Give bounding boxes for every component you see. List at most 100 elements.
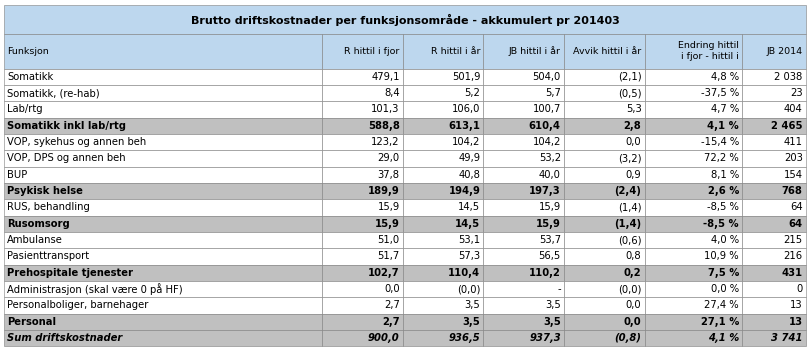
Text: 13: 13 [789,317,803,327]
Bar [645,248,742,264]
Text: 100,7: 100,7 [532,104,561,114]
Bar [403,34,484,69]
Bar [645,69,742,85]
Bar [4,330,322,346]
Bar [4,297,322,314]
Bar [4,34,322,69]
Bar [564,167,645,183]
Text: 154: 154 [784,170,803,180]
Text: Somatikk inkl lab/rtg: Somatikk inkl lab/rtg [7,121,126,131]
Bar [403,134,484,150]
Text: 215: 215 [783,235,803,245]
Bar [403,281,484,297]
Text: 0,9: 0,9 [626,170,642,180]
Bar [484,264,564,281]
Bar [564,150,645,167]
Text: Psykisk helse: Psykisk helse [7,186,83,196]
Bar [4,101,322,118]
Text: RUS, behandling: RUS, behandling [7,203,90,212]
Bar [484,330,564,346]
Text: 14,5: 14,5 [458,203,480,212]
Text: 15,9: 15,9 [539,203,561,212]
Bar [4,167,322,183]
Bar [645,101,742,118]
Bar [403,85,484,101]
Text: -8,5 %: -8,5 % [707,203,739,212]
Text: 106,0: 106,0 [452,104,480,114]
Bar [645,134,742,150]
Bar [484,118,564,134]
Text: 64: 64 [789,219,803,229]
Text: 189,9: 189,9 [368,186,399,196]
Bar [484,248,564,264]
Bar [564,134,645,150]
Bar [403,167,484,183]
Bar [564,264,645,281]
Bar [484,281,564,297]
Text: 5,7: 5,7 [545,88,561,98]
Text: 768: 768 [782,186,803,196]
Bar [742,264,806,281]
Bar [322,69,403,85]
Bar [322,134,403,150]
Bar [403,118,484,134]
Bar [564,248,645,264]
Text: 53,1: 53,1 [458,235,480,245]
Text: 0,8: 0,8 [626,251,642,261]
Text: 0,0: 0,0 [384,284,399,294]
Bar [322,215,403,232]
Bar [742,101,806,118]
Bar [4,85,322,101]
Text: 2,8: 2,8 [624,121,642,131]
Text: Somatikk: Somatikk [7,72,53,82]
Text: 37,8: 37,8 [377,170,399,180]
Bar [403,101,484,118]
Text: 40,0: 40,0 [539,170,561,180]
Bar [645,34,742,69]
Text: (0,5): (0,5) [618,88,642,98]
Bar [564,69,645,85]
Text: (0,0): (0,0) [457,284,480,294]
Bar [645,281,742,297]
Bar [564,183,645,199]
Text: 197,3: 197,3 [529,186,561,196]
Bar [4,118,322,134]
Text: 102,7: 102,7 [368,268,399,278]
Text: 53,7: 53,7 [539,235,561,245]
Bar [645,183,742,199]
Bar [742,118,806,134]
Text: -8,5 %: -8,5 % [703,219,739,229]
Text: (0,0): (0,0) [618,284,642,294]
Bar [4,264,322,281]
Text: 110,2: 110,2 [529,268,561,278]
Text: -37,5 %: -37,5 % [701,88,739,98]
Bar [645,118,742,134]
Bar [484,150,564,167]
Text: (0,8): (0,8) [615,333,642,343]
Text: 4,0 %: 4,0 % [711,235,739,245]
Text: Prehospitale tjenester: Prehospitale tjenester [7,268,134,278]
Bar [403,69,484,85]
Text: 14,5: 14,5 [455,219,480,229]
Text: Avvik hittil i år: Avvik hittil i år [573,47,642,56]
Bar [742,330,806,346]
Text: R hittil i fjor: R hittil i fjor [344,47,399,56]
Text: 2 038: 2 038 [774,72,803,82]
Bar [403,314,484,330]
Text: 53,2: 53,2 [539,153,561,164]
Bar [4,232,322,248]
Text: 504,0: 504,0 [533,72,561,82]
Text: 4,8 %: 4,8 % [711,72,739,82]
Text: 56,5: 56,5 [539,251,561,261]
Bar [742,85,806,101]
Text: 64: 64 [790,203,803,212]
Bar [403,232,484,248]
Text: Sum driftskostnader: Sum driftskostnader [7,333,122,343]
Text: 51,0: 51,0 [377,235,399,245]
Text: (2,1): (2,1) [618,72,642,82]
Text: 2,7: 2,7 [382,317,399,327]
Bar [645,150,742,167]
Bar [322,34,403,69]
Text: BUP: BUP [7,170,28,180]
Bar [742,215,806,232]
